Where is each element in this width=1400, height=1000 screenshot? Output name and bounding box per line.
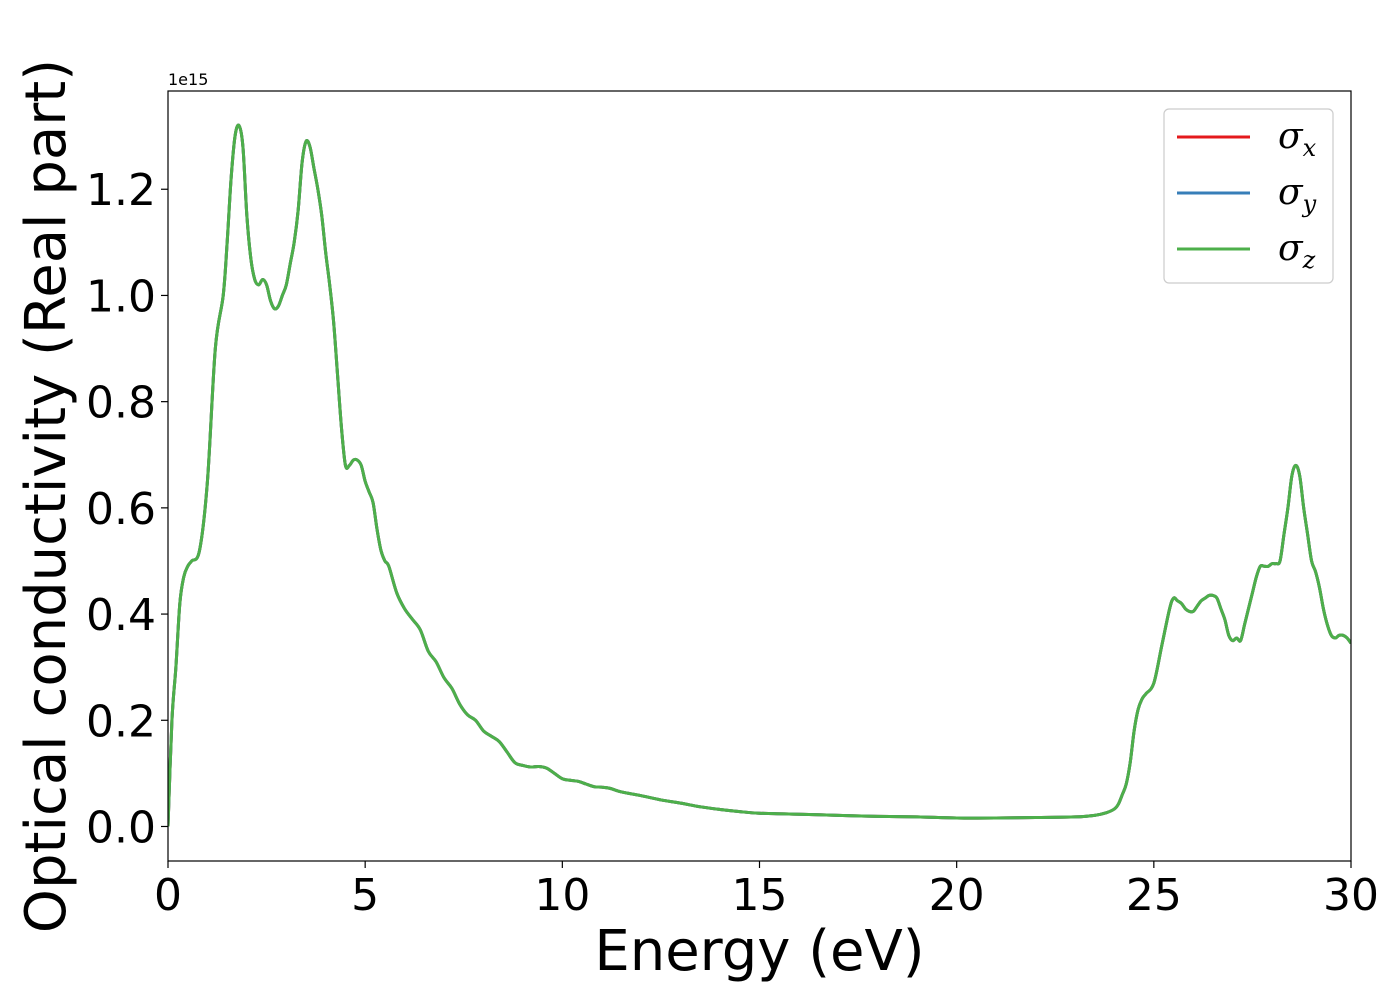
y-offset-text: 1e15 [168, 70, 208, 89]
x-tick-label: 30 [1323, 870, 1379, 921]
y-tick-label: 0.2 [86, 696, 156, 747]
x-tick-label: 20 [929, 870, 985, 921]
x-axis-title: Energy (eV) [594, 919, 924, 984]
y-axis-title: Optical conductivity (Real part) [14, 59, 79, 933]
y-tick-label: 0.0 [86, 802, 156, 853]
y-tick-label: 0.8 [86, 378, 156, 429]
x-tick-label: 25 [1126, 870, 1182, 921]
y-tick-label: 1.2 [86, 165, 156, 216]
y-tick-label: 1.0 [86, 271, 156, 322]
x-tick-label: 0 [154, 870, 182, 921]
x-tick-label: 5 [351, 870, 379, 921]
y-tick-label: 0.4 [86, 590, 156, 641]
y-tick-label: 0.6 [86, 484, 156, 535]
x-tick-label: 15 [732, 870, 788, 921]
x-tick-label: 10 [534, 870, 590, 921]
